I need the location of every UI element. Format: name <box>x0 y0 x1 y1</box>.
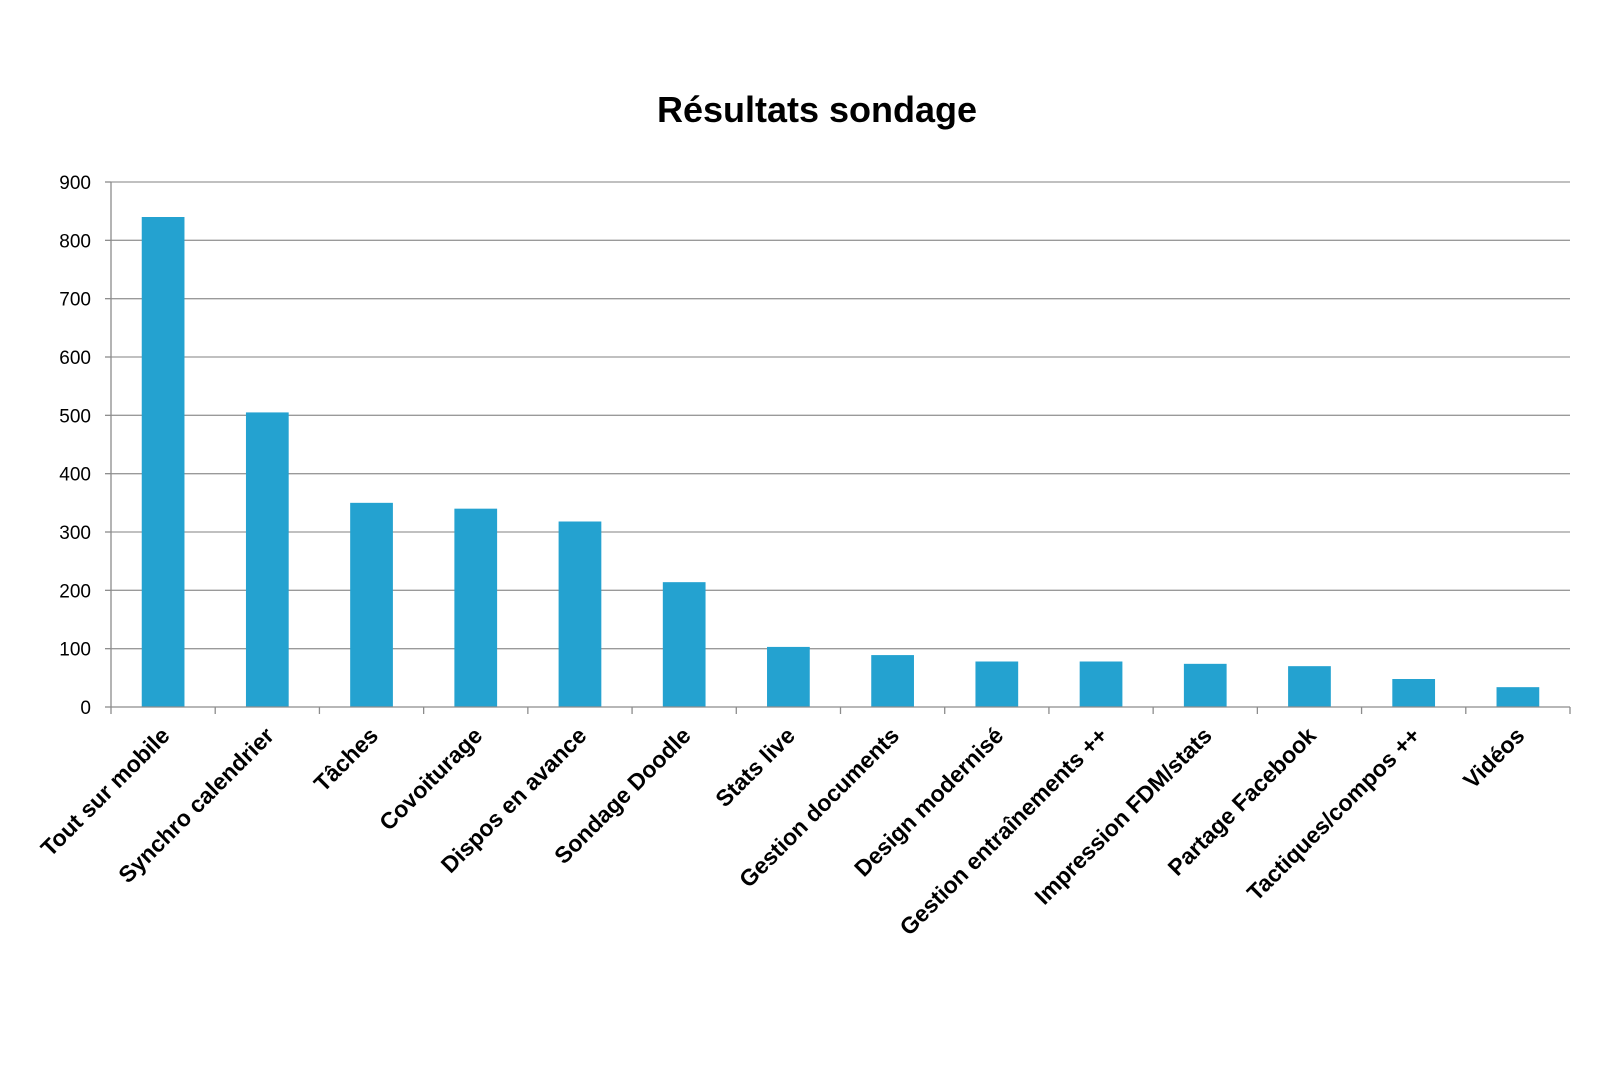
bar <box>141 217 185 707</box>
y-tick-label: 200 <box>59 581 91 602</box>
y-tick-label: 600 <box>59 348 91 369</box>
bar <box>1183 663 1227 707</box>
bar <box>1392 679 1436 707</box>
bar <box>350 502 393 707</box>
bar <box>1288 666 1331 707</box>
bars <box>141 217 1540 707</box>
gridlines <box>111 181 1570 650</box>
bar <box>558 521 602 707</box>
x-tick-label: Gestion entraînements ++ <box>894 722 1112 940</box>
x-tick-label: Covoiturage <box>374 722 487 835</box>
y-tick-label: 400 <box>59 465 91 486</box>
x-tick-label: Impression FDM/stats <box>1029 722 1216 909</box>
bar <box>454 508 498 707</box>
bar <box>1079 661 1123 707</box>
x-tick-label: Tactiques/compos ++ <box>1242 722 1425 905</box>
y-tick-label: 700 <box>59 290 91 311</box>
y-axis-tick-labels: 0 100 200 300 400 500 600 700 800 900 <box>59 173 91 719</box>
y-tick-label: 800 <box>59 231 91 252</box>
bar <box>767 646 810 707</box>
y-tick-label: 100 <box>59 640 91 661</box>
y-tick-label: 500 <box>59 406 91 427</box>
bar <box>662 582 706 707</box>
axes <box>105 181 1571 714</box>
y-tick-label: 0 <box>80 698 91 719</box>
bar <box>245 412 289 707</box>
bar <box>871 655 914 707</box>
y-tick-label: 300 <box>59 523 91 544</box>
x-tick-label: Vidéos <box>1458 722 1529 793</box>
bar <box>1496 687 1540 707</box>
x-tick-label: Tâches <box>309 722 383 796</box>
x-tick-label: Stats live <box>710 722 800 812</box>
bar <box>975 661 1019 707</box>
chart-title: Résultats sondage <box>657 89 977 130</box>
y-tick-label: 900 <box>59 173 91 194</box>
